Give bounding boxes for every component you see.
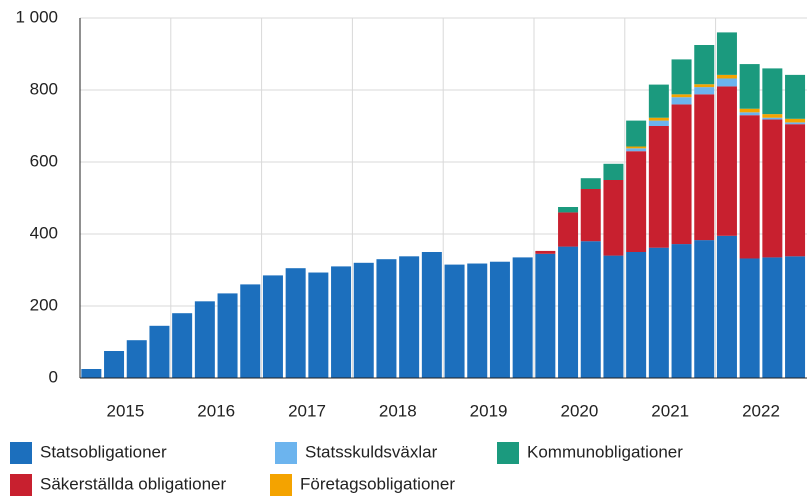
bar-segment	[626, 120, 647, 147]
bar-segment	[671, 244, 692, 378]
bar-segment	[535, 250, 556, 254]
bar-segment	[603, 180, 624, 256]
bar-segment	[671, 59, 692, 95]
x-tick-label: 2020	[560, 401, 598, 420]
legend-label: Företagsobligationer	[300, 474, 455, 493]
x-tick-label: 2022	[742, 401, 780, 420]
legend-swatch	[270, 474, 292, 496]
legend-label: Statsskuldsväxlar	[305, 442, 438, 461]
bar-segment	[421, 252, 442, 378]
bar-segment	[285, 268, 306, 378]
bar-segment	[489, 261, 510, 378]
bar-segment	[716, 32, 737, 75]
bar-segment	[785, 256, 806, 378]
bar-segment	[353, 262, 374, 378]
y-tick-label: 200	[30, 295, 58, 314]
bar-segment	[739, 115, 760, 259]
bar-segment	[648, 247, 669, 378]
legend-label: Statsobligationer	[40, 442, 167, 461]
bar-segment	[694, 94, 715, 241]
y-tick-label: 800	[30, 79, 58, 98]
bar-segment	[399, 256, 420, 378]
y-tick-label: 1 000	[15, 7, 58, 26]
bar-segment	[580, 189, 601, 242]
bar-segment	[81, 369, 102, 378]
bar-segment	[739, 64, 760, 109]
x-tick-label: 2016	[197, 401, 235, 420]
bar-segment	[785, 74, 806, 119]
bar-segment	[444, 264, 465, 378]
bar-segment	[558, 207, 579, 213]
bar-segment	[467, 263, 488, 378]
x-tick-label: 2018	[379, 401, 417, 420]
bar-segment	[694, 45, 715, 85]
x-tick-label: 2021	[651, 401, 689, 420]
bar-segment	[648, 84, 669, 118]
bar-segment	[603, 255, 624, 378]
bar-segment	[308, 272, 329, 378]
bar-segment	[648, 117, 669, 121]
bar-segment	[716, 235, 737, 378]
bar-segment	[558, 246, 579, 378]
bar-segment	[104, 351, 125, 378]
bar-segment	[762, 257, 783, 378]
x-tick-label: 2017	[288, 401, 326, 420]
bar-segment	[785, 124, 806, 257]
bar-segment	[648, 120, 669, 126]
bar-segment	[558, 212, 579, 247]
bar-segment	[217, 293, 238, 378]
bar-segment	[785, 118, 806, 123]
legend-swatch	[10, 442, 32, 464]
bar-segment	[671, 104, 692, 245]
bar-segment	[762, 119, 783, 258]
bar-segment	[716, 74, 737, 79]
legend-label: Kommunobligationer	[527, 442, 683, 461]
legend-label: Säkerställda obligationer	[40, 474, 227, 493]
bar-segment	[240, 284, 261, 378]
bar-segment	[262, 275, 283, 378]
bar-segment	[126, 340, 147, 378]
bar-segment	[535, 253, 556, 378]
legend-swatch	[497, 442, 519, 464]
legend-swatch	[10, 474, 32, 496]
bar-segment	[603, 163, 624, 180]
y-tick-label: 600	[30, 151, 58, 170]
bar-segment	[626, 148, 647, 152]
bar-segment	[194, 301, 215, 378]
bar-segment	[172, 313, 193, 378]
x-tick-label: 2019	[470, 401, 508, 420]
bar-segment	[671, 94, 692, 98]
bar-segment	[149, 325, 170, 378]
bar-segment	[626, 151, 647, 252]
bar-segment	[762, 68, 783, 115]
legend-swatch	[275, 442, 297, 464]
bar-segment	[626, 252, 647, 378]
bar-segment	[716, 78, 737, 87]
bar-segment	[694, 87, 715, 95]
bar-segment	[739, 258, 760, 378]
bar-segment	[785, 122, 806, 125]
bar-segment	[331, 266, 352, 378]
bar-segment	[739, 112, 760, 116]
bar-segment	[376, 259, 397, 378]
bar-segment	[580, 241, 601, 378]
y-tick-label: 400	[30, 223, 58, 242]
bar-segment	[512, 257, 533, 378]
bar-segment	[648, 126, 669, 248]
bar-segment	[762, 114, 783, 118]
bar-segment	[739, 108, 760, 113]
bar-segment	[694, 240, 715, 378]
x-tick-label: 2015	[106, 401, 144, 420]
y-tick-label: 0	[49, 367, 58, 386]
bar-segment	[716, 86, 737, 236]
bar-segment	[626, 146, 647, 149]
bar-segment	[671, 97, 692, 105]
bar-segment	[762, 117, 783, 120]
bar-segment	[694, 84, 715, 88]
bar-segment	[580, 178, 601, 189]
